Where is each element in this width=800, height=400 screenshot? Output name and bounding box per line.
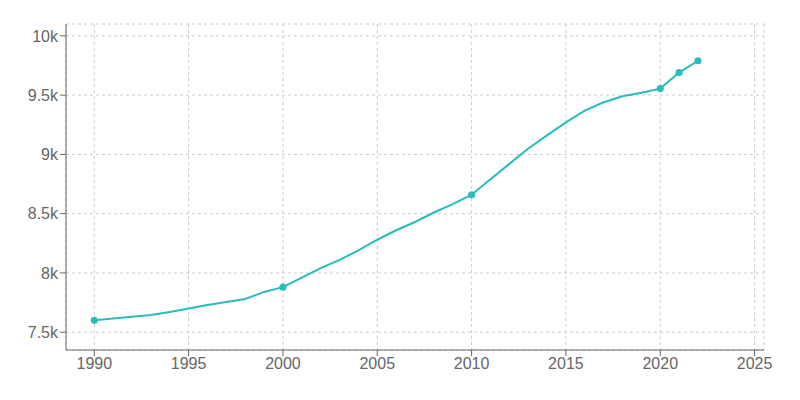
svg-text:9.5k: 9.5k <box>28 87 59 104</box>
svg-text:2005: 2005 <box>359 355 395 372</box>
svg-text:8k: 8k <box>41 265 59 282</box>
svg-text:8.5k: 8.5k <box>28 205 59 222</box>
svg-text:1995: 1995 <box>171 355 207 372</box>
svg-text:2025: 2025 <box>737 355 773 372</box>
svg-text:9k: 9k <box>41 146 59 163</box>
svg-text:7.5k: 7.5k <box>28 324 59 341</box>
svg-text:2020: 2020 <box>642 355 678 372</box>
svg-text:2010: 2010 <box>454 355 490 372</box>
svg-text:2015: 2015 <box>548 355 584 372</box>
svg-text:10k: 10k <box>32 28 59 45</box>
svg-text:2000: 2000 <box>265 355 301 372</box>
svg-text:1990: 1990 <box>77 355 113 372</box>
